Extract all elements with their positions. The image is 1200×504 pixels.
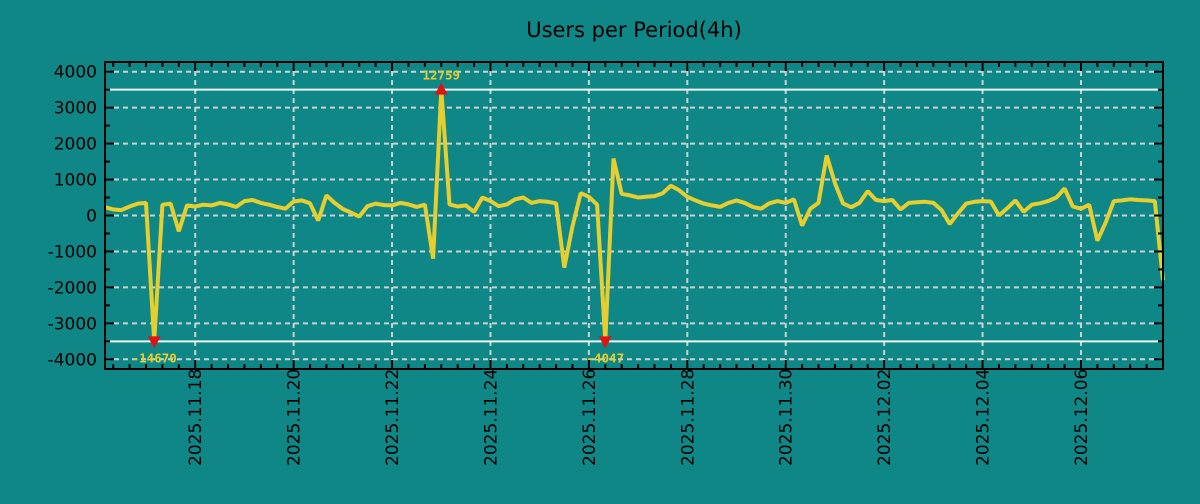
y-tick-label: 3000 (54, 99, 97, 119)
extreme-value-label: -4047 (586, 350, 624, 365)
y-tick-label: 2000 (54, 135, 97, 155)
y-tick-label: -2000 (48, 278, 97, 298)
y-tick-label: -4000 (48, 350, 97, 370)
x-tick-label: 2025.11.28 (678, 369, 698, 466)
x-tick-label: 2025.11.30 (777, 369, 797, 466)
extreme-value-label: 12759 (422, 68, 460, 83)
x-tick-label: 2025.11.24 (482, 369, 502, 466)
y-tick-label: 0 (86, 207, 97, 227)
y-tick-label: 1000 (54, 171, 97, 191)
chart-title: Users per Period(4h) (526, 18, 742, 42)
x-tick-label: 2025.11.20 (285, 369, 305, 466)
x-tick-label: 2025.12.06 (1072, 369, 1092, 466)
x-tick-label: 2025.12.04 (974, 369, 994, 466)
x-tick-label: 2025.11.18 (186, 369, 206, 466)
extreme-marker-down-icon (598, 336, 612, 349)
extreme-marker-up-icon (434, 82, 448, 95)
plot-border (104, 61, 1164, 370)
x-tick-label: 2025.11.22 (383, 369, 403, 466)
extreme-value-label: -14670 (132, 350, 177, 365)
y-tick-label: -1000 (48, 242, 97, 262)
x-tick-label: 2025.11.26 (580, 369, 600, 466)
x-tick-label: 2025.12.02 (875, 369, 895, 466)
series-line (104, 89, 1165, 342)
y-tick-label: -3000 (48, 314, 97, 334)
y-tick-label: 4000 (54, 63, 97, 83)
extreme-marker-down-icon (147, 336, 161, 349)
